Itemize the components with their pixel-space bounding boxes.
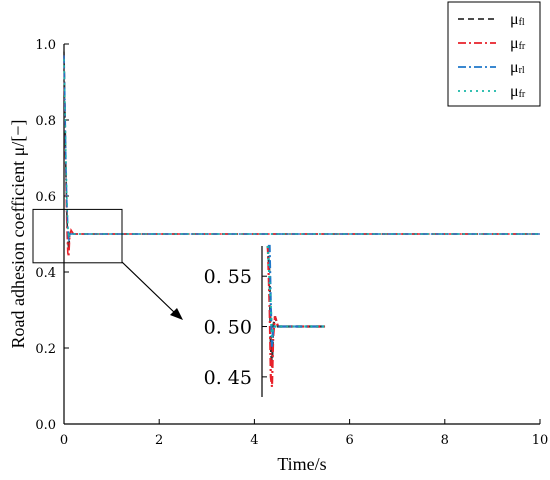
legend-label: μfr	[510, 83, 526, 100]
y-ticks: 0.0 0.2 0.4 0.6 0.8 1.0	[35, 38, 69, 433]
y-tick-label: 0.4	[35, 266, 56, 281]
legend-label: μfl	[510, 11, 525, 28]
y-axis-title: Road adhesion coefficient μ/[−]	[8, 120, 28, 349]
inset-plot: 0. 55 0. 50 0. 45	[204, 244, 326, 397]
main-plot-area: 0 2 4 6 8 10 0.0 0.2 0.4 0.6 0.8 1.0	[35, 38, 548, 448]
inset-series-layer	[266, 244, 326, 388]
x-axis-title: Time/s	[277, 454, 326, 474]
x-tick-label: 6	[345, 433, 353, 448]
legend-items: μfl μfr μrl μfr	[458, 11, 526, 100]
y-tick-label: 0.8	[35, 114, 56, 129]
zoom-region-box	[32, 208, 123, 264]
inset-series-line-3	[266, 245, 326, 337]
y-tick-label: 0.2	[35, 342, 56, 357]
legend-label: μrl	[510, 59, 525, 76]
zoom-arrow	[121, 261, 183, 320]
x-tick-label: 8	[441, 433, 449, 448]
inset-y-tick-label: 0. 45	[204, 367, 252, 389]
y-tick-label: 1.0	[35, 38, 56, 53]
x-tick-label: 0	[60, 433, 68, 448]
legend-label: μfr	[510, 35, 526, 52]
x-tick-label: 4	[250, 433, 258, 448]
series-layer	[63, 51, 540, 258]
inset-y-tick-label: 0. 55	[204, 266, 252, 288]
x-tick-label: 2	[155, 433, 163, 448]
series-line-μfr-3	[63, 59, 540, 238]
x-ticks: 0 2 4 6 8 10	[60, 419, 548, 448]
inset-y-tick-label: 0. 50	[204, 317, 252, 339]
y-tick-label: 0.6	[35, 190, 56, 205]
legend: μfl μfr μrl μfr	[447, 1, 541, 107]
inset-ticks: 0. 55 0. 50 0. 45	[204, 266, 267, 389]
y-tick-label: 0.0	[35, 418, 56, 433]
inset-series-line-0	[266, 245, 326, 367]
x-tick-label: 10	[532, 433, 549, 448]
inset-series-line-1	[266, 245, 326, 388]
inset-series-line-2	[267, 244, 326, 347]
